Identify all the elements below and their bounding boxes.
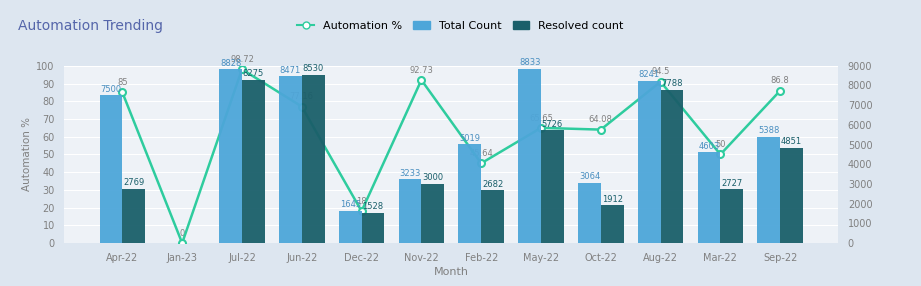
Automation % <box>356 209 367 213</box>
Bar <box>720 189 743 243</box>
Automation % <box>475 162 486 165</box>
Automation % <box>237 67 248 71</box>
Bar <box>541 130 564 243</box>
Text: 77.16: 77.16 <box>290 92 314 101</box>
Bar <box>578 183 600 243</box>
Bar <box>780 148 803 243</box>
Text: 7500: 7500 <box>100 85 122 94</box>
Automation % <box>177 241 188 245</box>
Text: 50: 50 <box>716 140 726 149</box>
Bar <box>422 184 444 243</box>
Text: 5019: 5019 <box>460 134 481 143</box>
Text: 92.73: 92.73 <box>410 66 433 75</box>
Automation % <box>117 91 128 94</box>
Text: 0: 0 <box>180 229 185 238</box>
Bar <box>339 211 362 243</box>
Text: 4603: 4603 <box>698 142 719 151</box>
Line: Automation %: Automation % <box>119 66 784 247</box>
Bar <box>302 75 324 243</box>
Text: 3064: 3064 <box>578 172 600 181</box>
Automation % <box>715 153 726 156</box>
Text: 65.65: 65.65 <box>529 114 553 122</box>
Text: 1528: 1528 <box>362 202 383 211</box>
Text: 8530: 8530 <box>302 64 324 74</box>
Bar <box>279 76 302 243</box>
Bar <box>459 144 481 243</box>
Text: 8471: 8471 <box>280 65 301 75</box>
Bar <box>660 90 683 243</box>
Text: 8828: 8828 <box>220 59 241 67</box>
Text: 4851: 4851 <box>781 137 802 146</box>
Text: 1912: 1912 <box>601 195 623 204</box>
Text: 2682: 2682 <box>482 180 503 189</box>
Text: 2727: 2727 <box>721 179 742 188</box>
Text: 86.8: 86.8 <box>771 76 789 85</box>
Text: 3000: 3000 <box>422 173 443 182</box>
Text: 2769: 2769 <box>123 178 145 187</box>
Automation % <box>655 80 666 84</box>
Text: 94.5: 94.5 <box>651 67 670 76</box>
Text: 64.08: 64.08 <box>589 115 612 124</box>
Text: 8275: 8275 <box>243 69 264 78</box>
Bar <box>519 69 541 243</box>
Bar <box>638 81 660 243</box>
Bar <box>362 213 384 243</box>
Bar <box>698 152 720 243</box>
Legend: Automation %, Total Count, Resolved count: Automation %, Total Count, Resolved coun… <box>293 16 628 35</box>
Text: 45.64: 45.64 <box>470 149 493 158</box>
Text: 5726: 5726 <box>542 120 563 129</box>
Bar <box>399 179 422 243</box>
Text: 8833: 8833 <box>519 59 541 67</box>
Automation % <box>416 78 427 82</box>
Bar <box>219 69 242 243</box>
Bar <box>757 137 780 243</box>
Automation % <box>775 89 786 92</box>
Text: 3233: 3233 <box>400 169 421 178</box>
Text: 7788: 7788 <box>661 79 682 88</box>
Bar <box>122 188 146 243</box>
Automation % <box>595 128 606 131</box>
Text: 98.72: 98.72 <box>230 55 254 64</box>
X-axis label: Month: Month <box>434 267 469 277</box>
Y-axis label: Automation %: Automation % <box>22 118 32 191</box>
Automation % <box>297 105 308 108</box>
Text: 18: 18 <box>356 197 367 206</box>
Text: Automation Trending: Automation Trending <box>18 19 163 33</box>
Bar <box>481 190 504 243</box>
Text: 5388: 5388 <box>758 126 779 135</box>
Text: 1645: 1645 <box>340 200 361 209</box>
Text: 8241: 8241 <box>638 70 659 79</box>
Automation % <box>535 126 546 130</box>
Bar <box>600 205 624 243</box>
Bar <box>242 80 264 243</box>
Bar <box>99 95 122 243</box>
Text: 85: 85 <box>117 78 128 87</box>
